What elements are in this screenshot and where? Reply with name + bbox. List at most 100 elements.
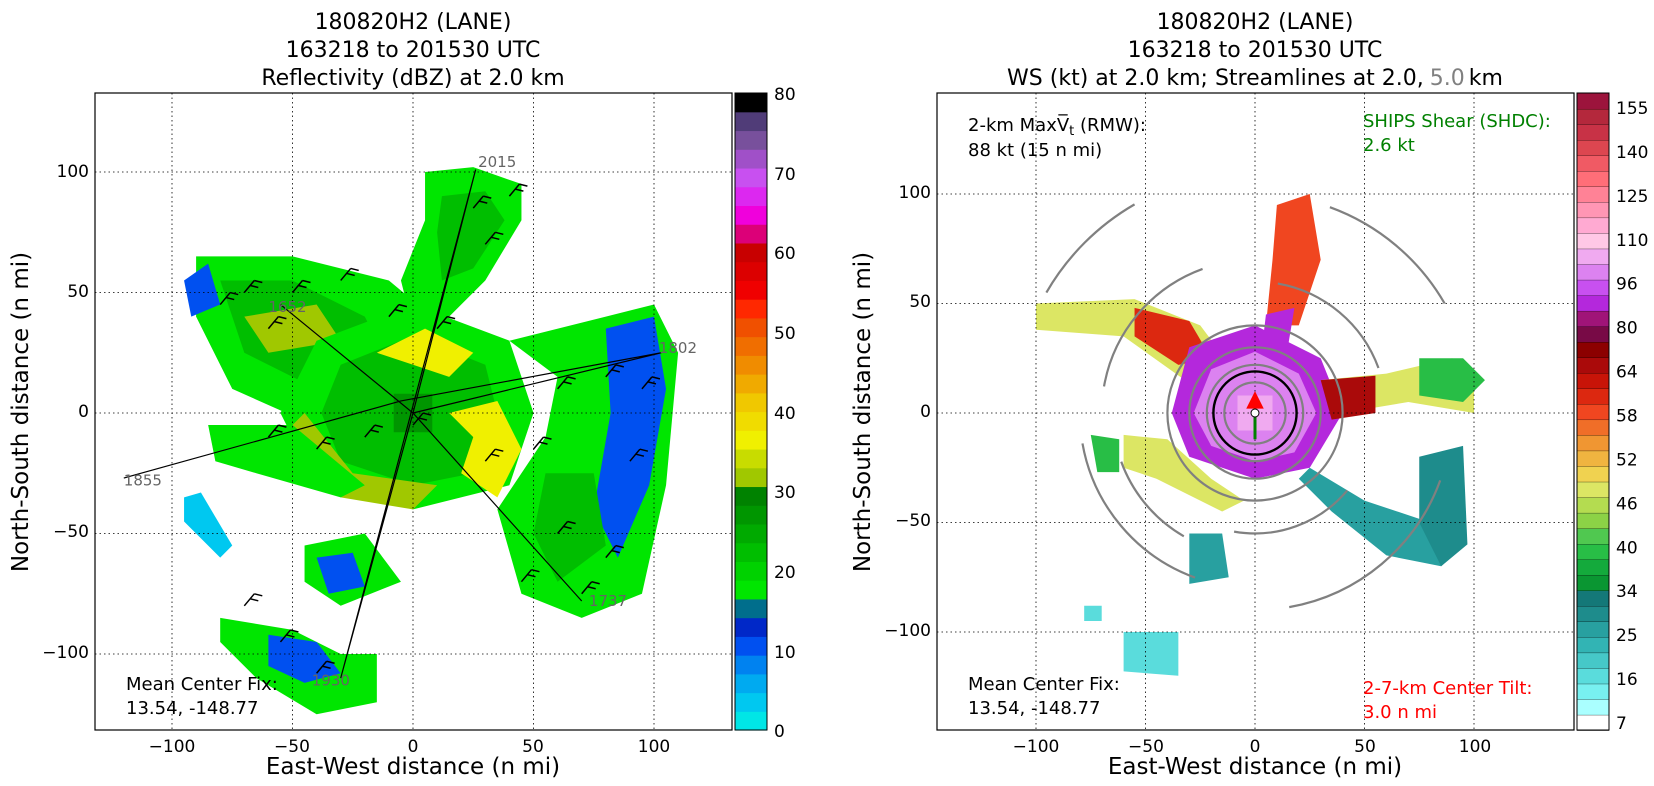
wind-barb-flag: [326, 436, 335, 440]
ws-cbar-swatch: [1576, 605, 1610, 622]
ws-cbar-swatch: [1576, 419, 1610, 436]
wind-barb-staff: [472, 195, 484, 209]
ws-cbar-swatch: [1576, 698, 1610, 716]
ws-cbar-swatch: [1576, 92, 1610, 110]
wind-barb-staff: [412, 412, 424, 426]
right-xtick-0: 0: [1250, 737, 1261, 757]
streamline-ring: [1205, 363, 1305, 463]
maxvt-value: 88 kt (15 n mi): [968, 140, 1102, 161]
refl-cbar-swatch: [735, 299, 767, 319]
ws-cbar-swatch: [1576, 558, 1610, 576]
ws-cbar-swatch: [1576, 652, 1610, 669]
wind-barb-staff: [243, 593, 255, 607]
streamlines: [1045, 203, 1446, 609]
streamline-ring: [1166, 324, 1344, 502]
wind-barb-flag: [322, 441, 331, 445]
wind-barb-flag: [495, 448, 504, 452]
ws-cbar-tick: 155: [1616, 99, 1648, 119]
wind-barb-flag: [398, 303, 408, 308]
wind-barb-flag: [591, 581, 600, 585]
ws-cbar-tick: 140: [1616, 143, 1648, 163]
ws-cbar-swatch: [1576, 279, 1610, 296]
ws-cbar-swatch: [1576, 263, 1610, 281]
streamline-arc: [1277, 282, 1380, 369]
left-xtick-neg50: −50: [274, 737, 310, 757]
wind-barb-staff: [581, 581, 593, 595]
right-ytick-neg50: −50: [895, 511, 931, 531]
ws-cbar-swatch: [1576, 356, 1610, 374]
streamline-arc: [1289, 480, 1442, 609]
left-xtick-100: 100: [638, 737, 670, 757]
right-xtick-100: 100: [1459, 737, 1491, 757]
wind-barb-flag: [286, 634, 295, 638]
ws-cbar-tick: 96: [1616, 275, 1638, 295]
wind-barb-flag: [254, 593, 263, 597]
wind-barb-staff: [291, 280, 304, 293]
ws-southwest-arm: [1123, 434, 1245, 512]
ws-cbar-swatch: [1576, 341, 1610, 358]
refl-cbar-swatch: [735, 224, 767, 244]
wind-barb-staff: [484, 231, 496, 245]
ws-cbar-swatch: [1576, 154, 1610, 172]
wind-barb-flag: [527, 573, 536, 578]
left-title-line2: 163218 to 201530 UTC: [286, 38, 541, 63]
wind-barb-flag: [495, 231, 504, 236]
wind-barb-staff: [267, 316, 279, 330]
maxvt-label-text: 2-km Max: [968, 115, 1057, 136]
refl-cbar-swatch: [735, 93, 767, 113]
right-title-line2: 163218 to 201530 UTC: [1128, 38, 1383, 63]
ws-cbar-swatch: [1576, 714, 1610, 731]
refl-cbar-swatch: [735, 280, 767, 300]
refl-cbar-tick-0: 0: [774, 722, 785, 742]
left-ytick-neg50: −50: [53, 522, 89, 542]
right-xtick-neg100: −100: [1013, 737, 1060, 757]
wind-barb-staff: [557, 521, 569, 534]
wind-barb-flag: [250, 598, 259, 602]
wind-barb-flag: [298, 284, 307, 289]
left-ytick-50: 50: [67, 282, 89, 302]
wind-barb-staff: [520, 569, 533, 583]
wind-barb-flag: [611, 549, 620, 554]
wind-barb-flag: [322, 665, 331, 670]
ws-cbar-swatch: [1576, 512, 1610, 529]
wind-barb-staff: [316, 660, 328, 674]
center-tilt-label: 2-7-km Center Tilt:: [1363, 678, 1532, 699]
wind-barb-staff: [340, 267, 352, 281]
refl-cbar-tick-80: 80: [774, 85, 796, 105]
right-xlabel: East-West distance (n mi): [1108, 754, 1402, 780]
wind-barb-staff: [436, 316, 448, 330]
wind-barb-flag: [350, 267, 359, 272]
ws-cbar-swatch: [1576, 248, 1610, 265]
refl-cbar-swatch: [735, 392, 767, 413]
center-tilt-marker: [1246, 391, 1264, 409]
wind-barb-flag: [567, 520, 576, 525]
wind-barb-flag: [651, 376, 661, 380]
wind-barb-staff: [605, 545, 617, 559]
wind-barb-flag: [543, 436, 552, 440]
ws-cbar-tick: 52: [1616, 450, 1638, 470]
ws-cbar-swatch: [1576, 527, 1610, 545]
refl-cbar-swatch: [735, 430, 767, 450]
wind-barb-flag: [491, 453, 500, 457]
right-center-fix-value: 13.54, -148.77: [968, 698, 1100, 719]
reflectivity-colorbar-frame: [734, 92, 768, 731]
refl-cbar-swatch: [735, 598, 767, 619]
refl-cbar-tick-30: 30: [774, 483, 796, 503]
ws-cbar-swatch: [1576, 217, 1610, 234]
left-xtick-50: 50: [522, 737, 544, 757]
refl-cbar-tick-70: 70: [774, 165, 796, 185]
right-ytick-100: 100: [899, 183, 931, 203]
streamline-ring: [1223, 381, 1287, 445]
refl-cbar-tick-40: 40: [774, 404, 796, 424]
streamline-ring: [1188, 346, 1322, 480]
ws-cbar-swatch: [1576, 496, 1610, 514]
maxvt-subscript: t: [1069, 124, 1074, 139]
wind-barb-flag: [278, 424, 287, 428]
refl-cbar-swatch: [735, 617, 767, 637]
wind-barb-staff: [243, 280, 255, 293]
wind-barb-flag: [647, 381, 657, 385]
wind-barb-flag: [250, 284, 259, 289]
refl-cbar-swatch: [735, 673, 767, 694]
ws-cbar-swatch: [1576, 372, 1610, 389]
refl-cbar-swatch: [735, 505, 767, 525]
